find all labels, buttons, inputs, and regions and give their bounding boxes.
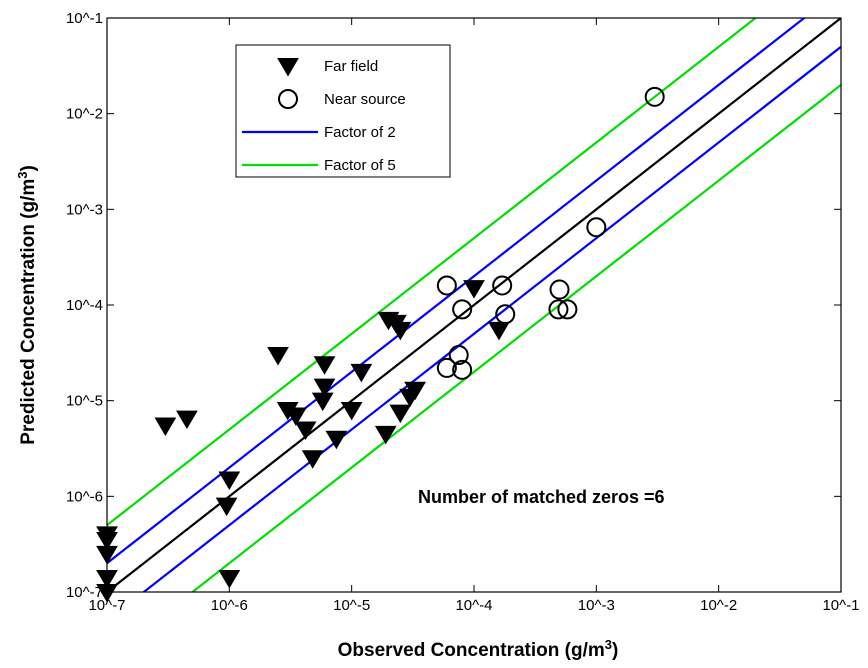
far-field-point-25 xyxy=(389,404,412,424)
y-tick-label-1: 10^-6 xyxy=(66,488,103,505)
x-tick-label-1: 10^-6 xyxy=(211,597,248,614)
legend-label-factor-of-5: Factor of 5 xyxy=(324,157,396,174)
axis-ticks: 10^-7 10^-6 10^-5 10^-4 10^-3 10^-2 10^-1 10^-7… xyxy=(66,10,860,614)
far-field-point-8 xyxy=(154,417,177,436)
far-field-point-20 xyxy=(350,363,373,383)
far-field-point-16 xyxy=(313,378,336,398)
y-axis-label: Predicted Concentration (g/m3) xyxy=(15,165,39,445)
near-source-point-2 xyxy=(436,275,457,296)
legend-box xyxy=(235,44,451,178)
far-field-point-9 xyxy=(176,410,198,430)
legend-marker-near-source xyxy=(278,89,298,109)
x-tick-label-6: 10^-1 xyxy=(822,597,859,614)
legend: Far field Near source Factor of 2 Factor of… xyxy=(235,44,451,178)
far-field-point-28 xyxy=(463,280,485,299)
reference-line-factor-of-2-2 xyxy=(107,18,806,565)
near-source-point-1 xyxy=(586,217,607,238)
y-tick-label-6: 10^-1 xyxy=(66,10,103,27)
x-tick-label-4: 10^-3 xyxy=(578,597,615,614)
reference-line-factor-of-2-0.5 xyxy=(142,45,841,592)
y-tick-label-3: 10^-4 xyxy=(66,297,103,314)
data-points xyxy=(96,86,665,603)
legend-label-near-source: Near source xyxy=(324,91,406,108)
far-field-point-13 xyxy=(294,421,317,440)
near-source-point-6 xyxy=(549,279,570,300)
reference-line-one-to-one-1 xyxy=(107,18,841,592)
far-field-point-29 xyxy=(488,321,510,341)
near-source-point-5 xyxy=(495,304,516,325)
reference-line-factor-of-5-5 xyxy=(107,18,758,526)
far-field-point-6 xyxy=(215,497,238,517)
legend-label-factor-of-2: Factor of 2 xyxy=(324,124,396,141)
y-tick-label-0: 10^-7 xyxy=(66,584,103,601)
reference-lines xyxy=(107,18,841,592)
legend-marker-far-field xyxy=(277,58,299,77)
near-source-point-10 xyxy=(436,357,457,378)
far-field-point-5 xyxy=(218,570,241,589)
near-source-point-0 xyxy=(644,86,665,107)
y-tick-label-2: 10^-5 xyxy=(66,393,103,410)
x-tick-label-2: 10^-5 xyxy=(333,597,370,614)
matched-zeros-annotation: Number of matched zeros =6 xyxy=(418,487,665,507)
far-field-point-21 xyxy=(374,425,397,445)
far-field-point-17 xyxy=(311,392,334,412)
near-source-point-3 xyxy=(492,275,513,296)
x-axis-label: Observed Concentration (g/m3) xyxy=(338,637,619,661)
near-source-point-7 xyxy=(548,299,569,320)
far-field-point-10 xyxy=(267,347,289,366)
near-source-point-9 xyxy=(448,345,469,366)
x-tick-label-5: 10^-2 xyxy=(700,597,737,614)
near-source-point-4 xyxy=(452,299,473,320)
x-tick-label-3: 10^-4 xyxy=(455,597,492,614)
near-source-point-11 xyxy=(452,359,473,380)
near-source-point-8 xyxy=(557,299,578,320)
far-field-point-19 xyxy=(340,401,363,421)
reference-line-factor-of-5-0.2 xyxy=(190,84,841,592)
far-field-point-27 xyxy=(404,381,426,401)
x-tick-label-0: 10^-7 xyxy=(88,597,125,614)
far-field-point-24 xyxy=(389,321,412,341)
legend-label-far-field: Far field xyxy=(324,58,378,75)
far-field-point-15 xyxy=(313,356,336,375)
far-field-point-12 xyxy=(285,407,307,426)
far-field-point-14 xyxy=(301,450,324,469)
y-tick-label-4: 10^-3 xyxy=(66,201,103,218)
far-field-point-18 xyxy=(325,430,348,450)
y-tick-label-5: 10^-2 xyxy=(66,106,103,123)
far-field-point-7 xyxy=(218,471,241,490)
